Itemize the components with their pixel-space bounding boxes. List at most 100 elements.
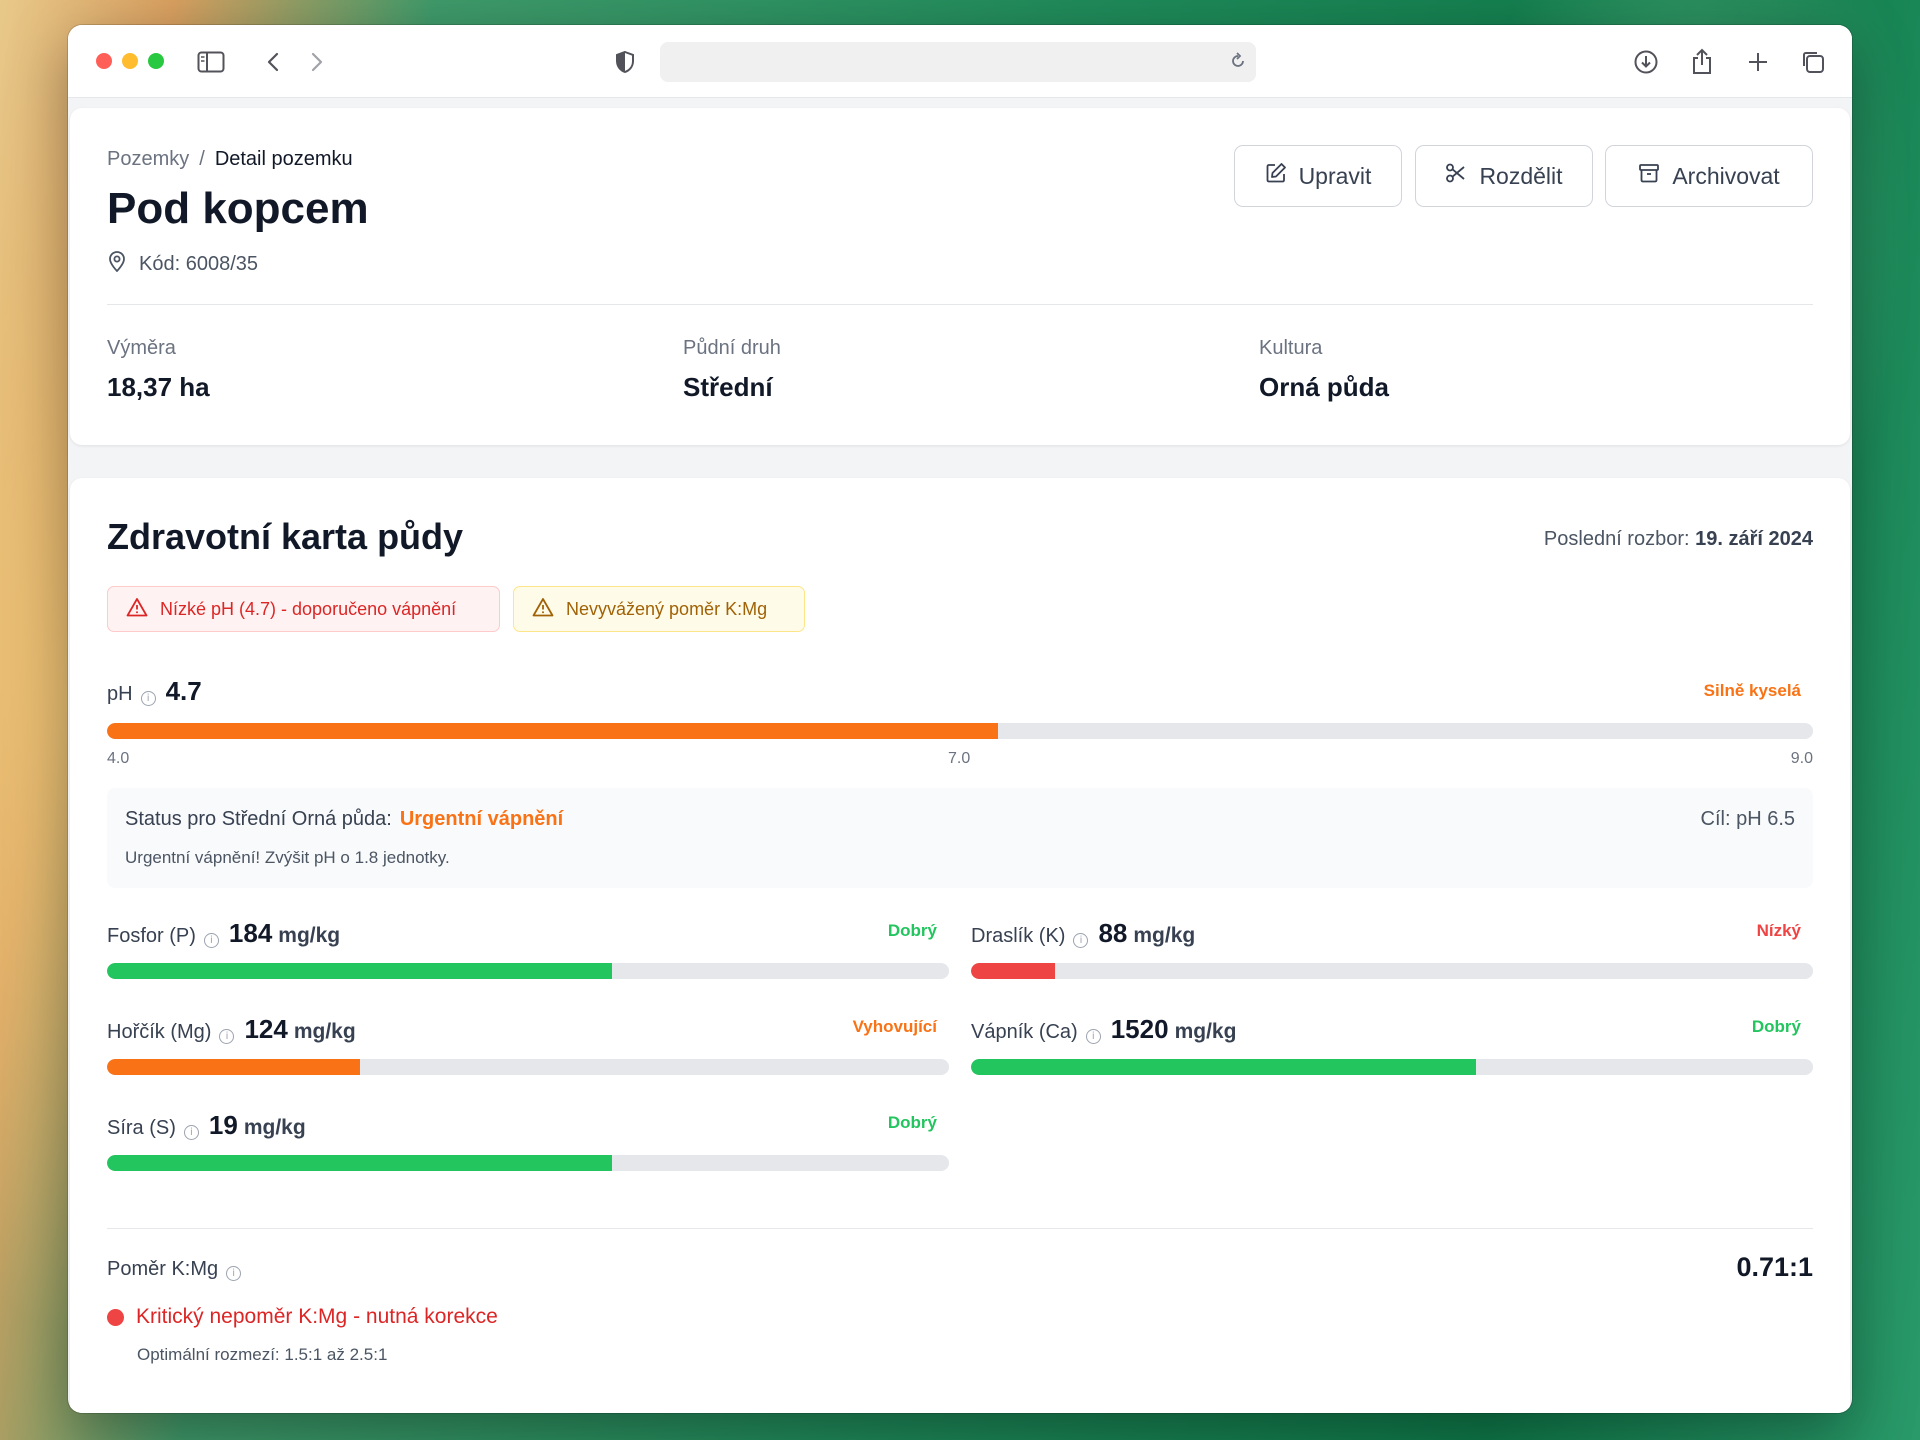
nutrient-label: Síra (S)	[107, 1117, 176, 1139]
field-code: Kód: 6008/35	[107, 250, 258, 278]
sidebar-toggle-icon[interactable]	[196, 47, 226, 77]
stat-culture: Kultura Orná půda	[1259, 337, 1389, 403]
breadcrumb-current: Detail pozemku	[214, 148, 353, 170]
split-button[interactable]: Rozdělit	[1415, 145, 1593, 207]
ph-status-urgent: Urgentní vápnění	[399, 808, 564, 830]
stat-culture-value: Orná půda	[1259, 372, 1390, 402]
ph-metric: pH i 4.7	[107, 676, 202, 707]
location-pin-icon	[107, 250, 127, 278]
nutrient-bar-fill	[107, 1059, 360, 1075]
kmg-ratio-label: Poměr K:Mg	[107, 1258, 219, 1280]
nutrient-horcik: Hořčík (Mg) i 124 mg/kg	[107, 1014, 356, 1045]
info-icon[interactable]: i	[183, 1125, 199, 1140]
info-icon[interactable]: i	[1085, 1029, 1101, 1044]
nutrient-status: Dobrý	[1751, 1017, 1801, 1036]
warning-triangle-icon	[532, 597, 554, 622]
archive-button[interactable]: Archivovat	[1605, 145, 1813, 207]
stat-soil-type-value: Střední	[683, 372, 773, 402]
info-icon[interactable]: i	[140, 691, 156, 706]
last-analysis-date: 19. září 2024	[1695, 528, 1813, 550]
soil-health-card: Zdravotní karta půdy Poslední rozbor: 19…	[70, 478, 1850, 1413]
info-icon[interactable]: i	[1073, 933, 1089, 948]
nutrient-unit: mg/kg	[278, 924, 341, 947]
tab-overview-icon[interactable]	[1798, 47, 1828, 77]
stat-culture-label: Kultura	[1259, 337, 1323, 359]
stat-area: Výměra 18,37 ha	[107, 337, 210, 403]
soil-health-title: Zdravotní karta půdy	[107, 516, 464, 557]
nutrient-status: Dobrý	[887, 1113, 937, 1132]
info-icon[interactable]: i	[226, 1266, 242, 1281]
breadcrumb: Pozemky / Detail pozemku	[107, 148, 353, 171]
split-button-label: Rozdělit	[1479, 162, 1563, 189]
back-icon[interactable]	[258, 47, 288, 77]
header-divider	[107, 304, 1813, 305]
nutrient-bar-fill	[107, 1155, 613, 1171]
nutrient-bar	[107, 1059, 949, 1075]
alert-low-ph-text: Nízké pH (4.7) - doporučeno vápnění	[160, 598, 457, 619]
alert-kmg-ratio-text: Nevyvážený poměr K:Mg	[566, 598, 768, 619]
nutrient-value: 19	[208, 1110, 238, 1140]
breadcrumb-link-fields[interactable]: Pozemky	[107, 148, 190, 170]
maximize-window-button[interactable]	[148, 53, 164, 69]
ph-scale-max: 9.0	[1790, 750, 1813, 767]
nutrient-bar	[107, 963, 949, 979]
nutrient-sira: Síra (S) i 19 mg/kg	[107, 1110, 306, 1141]
nutrient-status: Nízký	[1756, 921, 1801, 940]
kmg-ratio-value: 0.71:1	[1736, 1252, 1813, 1282]
nutrient-label: Fosfor (P)	[107, 925, 196, 947]
ph-bar	[107, 723, 1813, 739]
forward-icon[interactable]	[302, 47, 332, 77]
ph-bar-fill	[107, 723, 998, 739]
ph-scale-mid: 7.0	[948, 750, 971, 767]
nutrient-unit: mg/kg	[293, 1020, 356, 1043]
nutrient-label: Draslík (K)	[971, 925, 1066, 947]
nutrient-value: 88	[1098, 918, 1128, 948]
close-window-button[interactable]	[96, 53, 112, 69]
share-icon[interactable]	[1687, 47, 1717, 77]
field-code-text: Kód: 6008/35	[139, 252, 258, 275]
kmg-optimal-range: Optimální rozmezí: 1.5:1 až 2.5:1	[137, 1345, 388, 1364]
nutrient-value: 184	[228, 918, 273, 948]
field-header-card: Pozemky / Detail pozemku Pod kopcem Kód: 6…	[70, 108, 1850, 445]
info-icon[interactable]: i	[203, 933, 219, 948]
stat-area-value: 18,37 ha	[107, 372, 210, 402]
nutrient-label: Hořčík (Mg)	[107, 1021, 212, 1043]
breadcrumb-separator: /	[199, 148, 205, 170]
nutrient-label: Vápník (Ca)	[971, 1021, 1078, 1043]
new-tab-icon[interactable]	[1743, 47, 1773, 77]
nutrient-bar-fill	[971, 1059, 1477, 1075]
reload-icon[interactable]	[1228, 51, 1248, 76]
address-bar[interactable]	[660, 42, 1256, 82]
ratio-divider	[107, 1228, 1813, 1229]
info-icon[interactable]: i	[219, 1029, 235, 1044]
last-analysis-label: Poslední rozbor:	[1543, 528, 1690, 550]
nutrient-unit: mg/kg	[243, 1116, 306, 1139]
nutrient-fosfor: Fosfor (P) i 184 mg/kg	[107, 918, 340, 949]
status-dot	[107, 1308, 124, 1326]
edit-icon	[1265, 162, 1287, 190]
privacy-shield-icon[interactable]	[610, 47, 640, 77]
downloads-icon[interactable]	[1631, 47, 1661, 77]
edit-button[interactable]: Upravit	[1234, 145, 1402, 207]
minimize-window-button[interactable]	[122, 53, 138, 69]
archive-icon	[1638, 162, 1660, 190]
last-analysis: Poslední rozbor: 19. září 2024	[1544, 528, 1813, 551]
nutrient-draslik: Draslík (K) i 88 mg/kg	[971, 918, 1195, 949]
ph-status-detail: Urgentní vápnění! Zvýšit pH o 1.8 jednot…	[125, 848, 450, 867]
ph-goal: Cíl: pH 6.5	[1700, 808, 1795, 830]
kmg-critical-text: Kritický nepoměr K:Mg - nutná korekce	[136, 1305, 498, 1328]
nutrient-unit: mg/kg	[1174, 1020, 1237, 1043]
alert-low-ph: Nízké pH (4.7) - doporučeno vápnění	[107, 586, 500, 632]
ph-value: 4.7	[165, 676, 202, 706]
nutrient-unit: mg/kg	[1133, 924, 1196, 947]
browser-toolbar	[68, 25, 1852, 98]
stat-area-label: Výměra	[107, 337, 176, 359]
edit-button-label: Upravit	[1298, 162, 1372, 189]
kmg-ratio-label-row: Poměr K:Mg i	[107, 1258, 251, 1281]
nutrient-vapnik: Vápník (Ca) i 1520 mg/kg	[971, 1014, 1236, 1045]
warning-triangle-icon	[126, 597, 148, 622]
ph-scale-min: 4.0	[107, 750, 130, 767]
nutrient-value: 1520	[1110, 1014, 1169, 1044]
alert-kmg-ratio: Nevyvážený poměr K:Mg	[513, 586, 805, 632]
nutrient-value: 124	[244, 1014, 288, 1044]
